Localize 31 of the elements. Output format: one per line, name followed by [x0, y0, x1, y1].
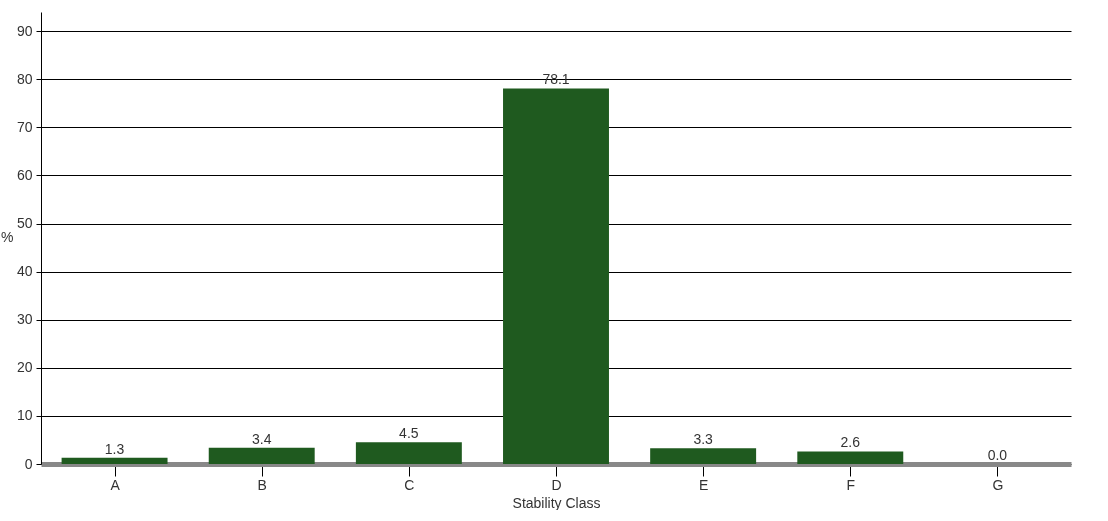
- x-tick-label: F: [846, 476, 856, 493]
- data-label: 3.3: [693, 431, 714, 448]
- y-tick-label: 80: [16, 70, 33, 87]
- bar: [503, 88, 609, 464]
- x-tick-label: C: [404, 476, 415, 493]
- y-tick-label: 30: [16, 311, 33, 328]
- bar: [61, 457, 168, 464]
- data-label: 0.0: [987, 447, 1008, 463]
- x-tick-label: D: [551, 476, 562, 493]
- x-tick-label: E: [698, 476, 709, 493]
- data-label: 1.3: [104, 440, 125, 457]
- bar: [355, 442, 462, 464]
- y-tick-label: 20: [16, 359, 33, 376]
- x-axis-title: Stability Class: [512, 494, 601, 511]
- data-label: 3.4: [251, 430, 272, 447]
- y-tick-label: 10: [16, 407, 33, 424]
- y-tick-label: 90: [16, 22, 33, 39]
- bar: [650, 448, 757, 464]
- y-tick-label: 40: [16, 263, 33, 280]
- bar: [797, 451, 904, 464]
- y-tick-label: 60: [16, 166, 33, 183]
- x-tick-label: A: [110, 476, 121, 493]
- x-tick-label: G: [992, 476, 1004, 493]
- y-axis-title: %: [1, 228, 14, 245]
- y-tick-label: 0: [24, 455, 33, 472]
- y-tick-label: 50: [16, 215, 33, 232]
- data-label: 4.5: [399, 425, 419, 442]
- x-tick-label: B: [257, 476, 267, 493]
- bar: [208, 447, 315, 464]
- data-label: 2.6: [840, 434, 861, 451]
- y-tick-label: 70: [16, 118, 33, 135]
